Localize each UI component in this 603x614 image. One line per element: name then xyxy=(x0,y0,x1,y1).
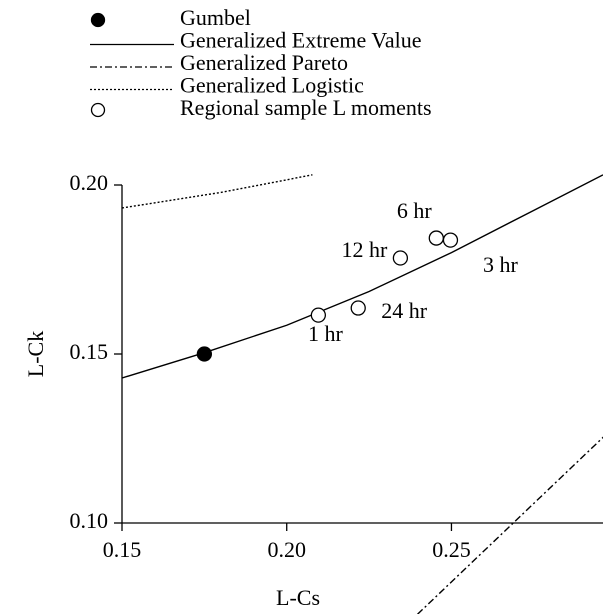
x-axis-title: L-Cs xyxy=(276,585,320,610)
point-label: 3 hr xyxy=(483,252,519,277)
legend-label: Generalized Pareto xyxy=(180,50,348,75)
legend-marker xyxy=(90,12,106,28)
legend-marker xyxy=(90,102,106,118)
y-tick-label: 0.15 xyxy=(70,339,109,364)
point-label: 6 hr xyxy=(397,198,433,223)
point xyxy=(442,232,459,248)
point-label: 24 hr xyxy=(381,298,428,323)
point xyxy=(392,250,409,266)
legend-label: Gumbel xyxy=(180,5,251,30)
point-label: 1 hr xyxy=(308,321,344,346)
legend-label: Regional sample L moments xyxy=(180,95,432,120)
curve xyxy=(121,174,313,209)
legend-label: Generalized Extreme Value xyxy=(180,28,421,53)
x-tick-label: 0.25 xyxy=(432,537,471,562)
x-tick-label: 0.20 xyxy=(267,537,306,562)
point xyxy=(310,307,327,323)
point xyxy=(350,300,366,316)
point xyxy=(428,230,444,246)
y-tick-label: 0.20 xyxy=(70,170,109,195)
x-tick-label: 0.15 xyxy=(103,537,142,562)
point xyxy=(196,346,213,362)
y-tick-label: 0.10 xyxy=(70,508,109,533)
curve xyxy=(417,436,603,614)
point-label: 12 hr xyxy=(341,237,388,262)
curve xyxy=(121,174,603,379)
legend-label: Generalized Logistic xyxy=(180,73,364,98)
y-axis-title: L-Ck xyxy=(23,331,48,377)
